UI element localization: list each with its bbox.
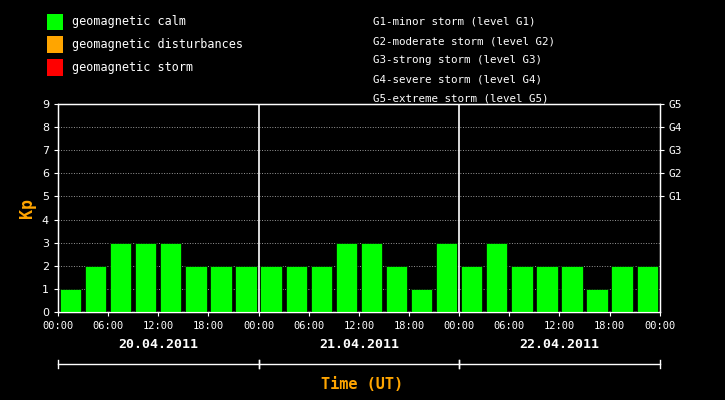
Bar [511, 266, 532, 312]
Text: geomagnetic disturbances: geomagnetic disturbances [72, 38, 243, 51]
Text: G2-moderate storm (level G2): G2-moderate storm (level G2) [373, 36, 555, 46]
Bar [110, 243, 131, 312]
Bar [536, 266, 558, 312]
Y-axis label: Kp: Kp [18, 198, 36, 218]
Bar [336, 243, 357, 312]
Bar [186, 266, 207, 312]
Bar [486, 243, 507, 312]
Bar [286, 266, 307, 312]
Text: geomagnetic calm: geomagnetic calm [72, 16, 186, 28]
Bar [60, 289, 81, 312]
Text: 22.04.2011: 22.04.2011 [519, 338, 600, 350]
Text: 21.04.2011: 21.04.2011 [319, 338, 399, 350]
Bar [135, 243, 157, 312]
Text: Time (UT): Time (UT) [321, 377, 404, 392]
Text: G3-strong storm (level G3): G3-strong storm (level G3) [373, 56, 542, 66]
Bar [310, 266, 332, 312]
Bar [637, 266, 658, 312]
Text: G5-extreme storm (level G5): G5-extreme storm (level G5) [373, 94, 549, 104]
Text: 20.04.2011: 20.04.2011 [118, 338, 199, 350]
Bar [160, 243, 181, 312]
Bar [210, 266, 231, 312]
Bar [386, 266, 407, 312]
Bar [361, 243, 382, 312]
Bar [236, 266, 257, 312]
Bar [85, 266, 107, 312]
Bar [611, 266, 633, 312]
Text: G1-minor storm (level G1): G1-minor storm (level G1) [373, 17, 536, 27]
Bar [411, 289, 432, 312]
Bar [436, 243, 457, 312]
Bar [587, 289, 608, 312]
Bar [561, 266, 583, 312]
Text: geomagnetic storm: geomagnetic storm [72, 61, 193, 74]
Bar [260, 266, 282, 312]
Bar [461, 266, 482, 312]
Text: G4-severe storm (level G4): G4-severe storm (level G4) [373, 74, 542, 85]
